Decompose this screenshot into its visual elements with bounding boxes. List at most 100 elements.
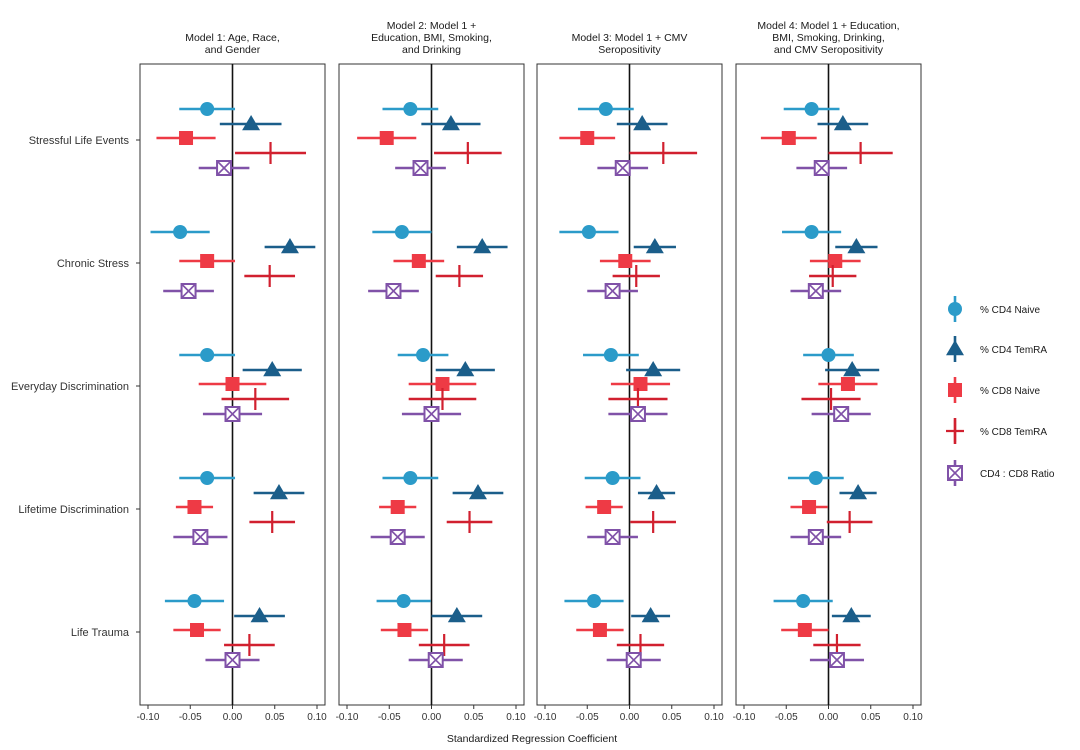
x-tick-label: -0.10	[137, 712, 160, 723]
marker-circle	[581, 225, 596, 239]
x-tick-label: 0.10	[506, 712, 526, 723]
marker-boxed-x	[224, 652, 241, 668]
panel-1: Model 1: Age, Race,and Gender -0.10 -0.05 0…	[137, 32, 328, 723]
estimate-point	[173, 623, 221, 637]
marker-square	[797, 623, 812, 637]
x-tick-label: -0.05	[775, 712, 798, 723]
estimate-point	[380, 623, 429, 637]
x-axis-title: Standardized Regression Coefficient	[447, 733, 617, 745]
estimate-point	[782, 225, 842, 239]
estimate-point	[633, 238, 676, 254]
marker-triangle	[833, 115, 852, 131]
estimate-point	[235, 142, 307, 164]
marker-square	[411, 254, 426, 268]
estimate-point	[357, 131, 417, 145]
marker-boxed-x	[385, 283, 402, 299]
estimate-point	[608, 406, 668, 422]
x-tick-label: -0.10	[534, 712, 557, 723]
marker-boxed-x	[604, 529, 621, 545]
marker-boxed-x	[807, 529, 824, 545]
marker-boxed-x	[604, 283, 621, 299]
marker-triangle	[269, 484, 288, 500]
legend-label: % CD8 TemRA	[980, 427, 1047, 438]
estimate-point	[393, 254, 445, 268]
x-tick-label: 0.05	[662, 712, 682, 723]
marker-square	[435, 377, 450, 391]
marker-boxed-x-x2	[615, 160, 631, 176]
estimate-point	[583, 348, 639, 362]
x-tick-label: 0.10	[307, 712, 327, 723]
panel-title-line: Education, BMI, Smoking,	[371, 32, 492, 44]
legend-marker-triangle	[946, 340, 964, 356]
estimate-point	[803, 348, 854, 362]
estimate-point	[825, 361, 880, 377]
estimate-point	[198, 377, 267, 391]
estimate-point	[839, 484, 877, 500]
panel-title-line: and Drinking	[402, 44, 461, 56]
marker-boxed-x-x2	[814, 160, 830, 176]
x-tick-label: 0.05	[265, 712, 285, 723]
x-tick-label: 0.00	[819, 712, 839, 723]
row-label: Chronic Stress	[57, 258, 130, 270]
legend-label: % CD4 Naive	[980, 305, 1040, 316]
marker-circle	[187, 594, 202, 608]
x-tick-label: -0.05	[378, 712, 401, 723]
marker-boxed-x	[412, 160, 429, 176]
estimate-point	[610, 377, 671, 391]
x-tick-label: 0.00	[422, 712, 442, 723]
marker-triangle	[468, 484, 487, 500]
estimate-point	[559, 225, 619, 239]
row-label: Stressful Life Events	[29, 135, 130, 147]
estimate-point	[244, 265, 296, 287]
estimate-point	[831, 607, 871, 623]
marker-square	[397, 623, 412, 637]
marker-boxed-x-x2	[605, 283, 621, 299]
marker-triangle	[843, 361, 862, 377]
estimate-point	[421, 115, 481, 131]
panel-4: Model 4: Model 1 + Education,BMI, Smokin…	[733, 20, 924, 723]
marker-boxed-x	[625, 652, 642, 668]
estimate-point	[431, 607, 483, 623]
legend: % CD4 Naive % CD4 TemRA % CD8 Naive % CD8 T…	[946, 296, 1055, 486]
marker-boxed-x	[833, 406, 850, 422]
legend-marker-square	[948, 383, 962, 397]
marker-triangle	[842, 607, 861, 623]
marker-boxed-x	[216, 160, 233, 176]
estimate-point	[379, 500, 417, 514]
marker-square	[200, 254, 215, 268]
panel-title-line: BMI, Smoking, Drinking,	[772, 32, 885, 44]
marker-boxed-x-x2	[630, 406, 646, 422]
estimate-point	[587, 529, 638, 545]
x-tick-label: -0.05	[179, 712, 202, 723]
marker-triangle	[641, 607, 660, 623]
estimate-point	[382, 102, 439, 116]
estimate-point	[787, 471, 844, 485]
estimate-point	[796, 160, 848, 176]
row-label: Everyday Discrimination	[11, 381, 129, 393]
estimate-point	[585, 500, 623, 514]
panel-title-line: and CMV Seropositivity	[774, 44, 884, 56]
estimate-point	[597, 160, 649, 176]
marker-boxed-x-x2	[626, 652, 642, 668]
panel-title-line: Model 2: Model 1 +	[387, 20, 477, 32]
marker-boxed-x-x2	[390, 529, 406, 545]
marker-boxed-x	[224, 406, 241, 422]
marker-triangle	[447, 607, 466, 623]
marker-boxed-x-x2	[829, 652, 845, 668]
marker-circle	[796, 594, 811, 608]
estimate-point	[382, 471, 439, 485]
marker-triangle	[441, 115, 460, 131]
marker-triangle	[280, 238, 299, 254]
estimate-point	[826, 511, 873, 533]
estimate-point	[811, 406, 871, 422]
estimate-point	[577, 102, 634, 116]
panel-2: Model 2: Model 1 +Education, BMI, Smokin…	[336, 20, 527, 723]
marker-triangle	[473, 238, 492, 254]
marker-square	[828, 254, 843, 268]
estimate-point	[559, 131, 616, 145]
marker-square	[580, 131, 595, 145]
estimate-point	[179, 102, 236, 116]
legend-marker-boxed-x-x2	[947, 465, 963, 481]
